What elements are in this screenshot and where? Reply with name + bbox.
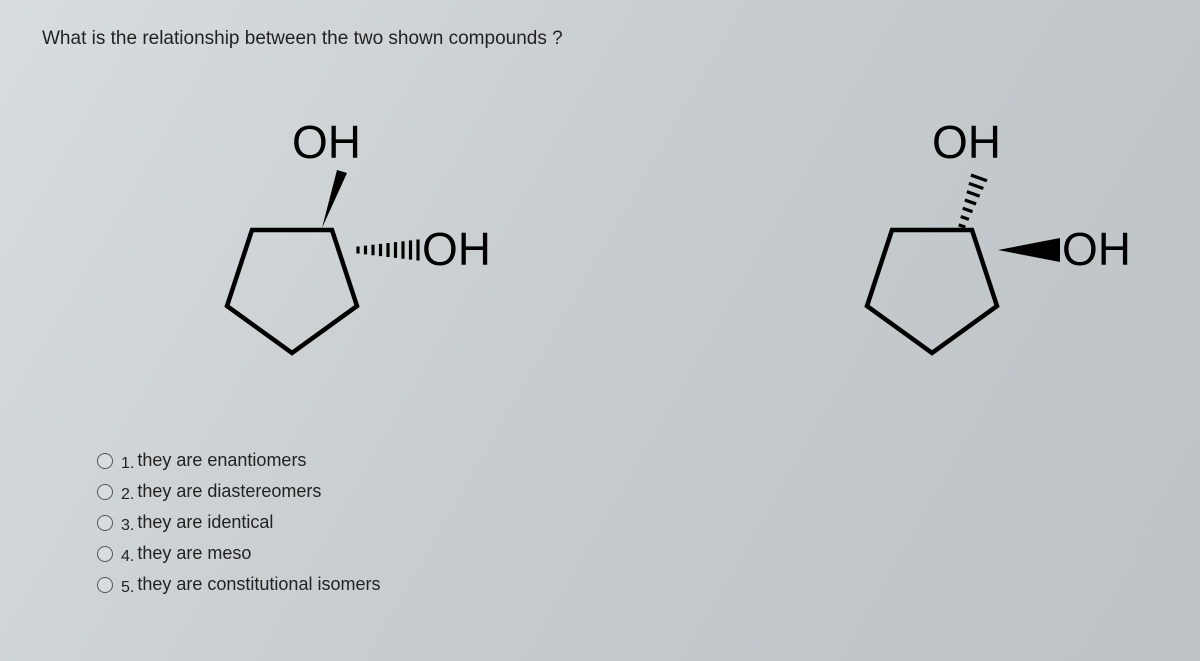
answer-number-4: 4. [121,548,134,566]
answer-text-4: they are meso [137,543,251,564]
answer-number-5: 5. [121,579,134,597]
wedge-bond-right [998,238,1060,262]
structure-right-svg: OH OH [762,110,1122,390]
cyclopentane-ring-left [227,230,357,353]
answer-option-5[interactable]: 5. they are constitutional isomers [97,574,1158,595]
structure-left: OH OH [122,110,462,390]
structure-right: OH OH [762,110,1102,390]
label-oh-top-left: OH [292,116,361,168]
answer-number-2: 2. [121,486,134,504]
radio-4[interactable] [97,546,113,562]
answer-number-1: 1. [121,455,134,473]
answer-text-5: they are constitutional isomers [137,574,380,595]
radio-2[interactable] [97,484,113,500]
question-text: What is the relationship between the two… [42,28,1158,50]
answer-text-2: they are diastereomers [137,481,321,502]
structures-row: OH OH OH OH [122,110,1158,390]
label-oh-right-right: OH [1062,223,1131,275]
answer-option-4[interactable]: 4. they are meso [97,543,1158,564]
label-oh-top-right: OH [932,116,1001,168]
answer-text-3: they are identical [137,512,273,533]
answer-number-3: 3. [121,517,134,535]
wedge-bond-left [322,170,347,228]
radio-3[interactable] [97,515,113,531]
answer-option-3[interactable]: 3. they are identical [97,512,1158,533]
answers-list: 1. they are enantiomers2. they are diast… [97,450,1158,595]
dashed-bond-left [358,240,418,261]
radio-5[interactable] [97,577,113,593]
radio-1[interactable] [97,453,113,469]
answer-text-1: they are enantiomers [137,450,306,471]
structure-left-svg: OH OH [122,110,482,390]
answer-option-2[interactable]: 2. they are diastereomers [97,481,1158,502]
dashed-bond-right [959,175,987,227]
label-oh-right-left: OH [422,223,491,275]
answer-option-1[interactable]: 1. they are enantiomers [97,450,1158,471]
cyclopentane-ring-right [867,230,997,353]
quiz-page: What is the relationship between the two… [0,0,1200,661]
